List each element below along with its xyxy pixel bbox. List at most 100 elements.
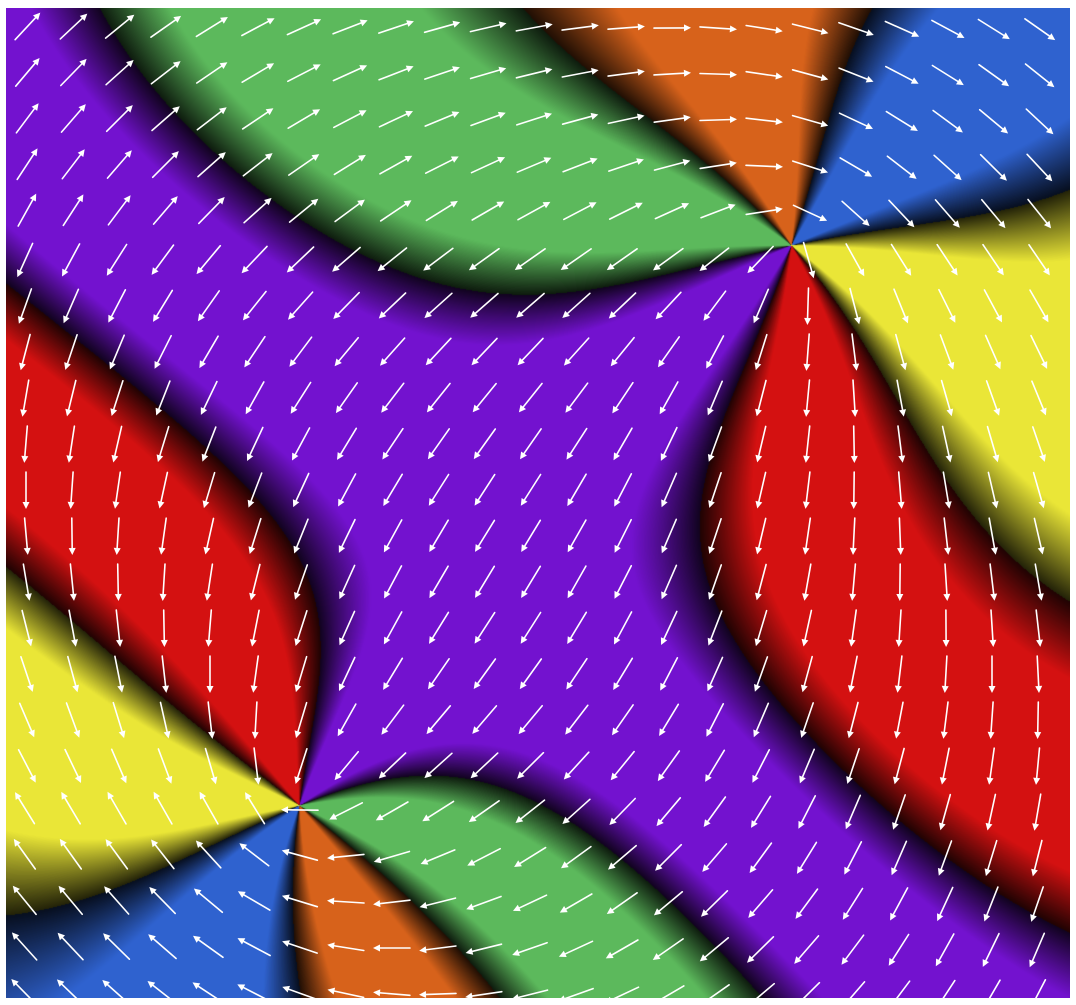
white-arrow-icon (791, 160, 828, 174)
white-arrow-icon (379, 200, 412, 222)
white-arrow-icon (373, 944, 411, 952)
white-arrow-icon (747, 935, 775, 963)
white-arrow-icon (699, 247, 730, 271)
white-arrow-icon (378, 110, 413, 128)
white-arrow-icon (986, 425, 1000, 463)
white-arrow-icon (469, 66, 507, 80)
white-arrow-icon (844, 840, 863, 875)
white-arrow-icon (243, 197, 272, 224)
white-arrow-icon (150, 61, 181, 85)
white-arrow-icon (195, 17, 228, 38)
white-arrow-icon (984, 839, 998, 877)
white-arrow-icon (847, 655, 858, 693)
white-arrow-icon (332, 19, 368, 35)
white-arrow-icon (427, 428, 451, 460)
white-arrow-icon (513, 894, 548, 912)
white-arrow-icon (384, 565, 403, 599)
white-arrow-icon (755, 425, 767, 463)
white-arrow-icon (846, 747, 860, 784)
white-arrow-icon (196, 62, 228, 84)
white-arrow-icon (802, 517, 812, 555)
white-arrow-icon (652, 938, 684, 960)
white-arrow-icon (338, 518, 356, 553)
white-arrow-icon (62, 243, 81, 277)
white-arrow-icon (64, 748, 82, 783)
white-arrow-icon (241, 108, 274, 130)
white-arrow-icon (699, 936, 730, 962)
white-arrow-icon (286, 246, 315, 273)
white-arrow-icon (563, 337, 590, 366)
white-arrow-icon (561, 22, 599, 31)
white-arrow-icon (561, 845, 592, 869)
white-arrow-icon (69, 563, 77, 601)
white-arrow-icon (104, 14, 135, 39)
white-arrow-icon (612, 381, 634, 414)
white-arrow-icon (373, 850, 411, 864)
white-arrow-icon (105, 105, 133, 133)
white-arrow-icon (15, 792, 36, 825)
white-arrow-icon (897, 471, 905, 509)
white-arrow-icon (199, 335, 219, 369)
white-arrow-icon (193, 935, 224, 959)
white-arrow-icon (470, 156, 506, 174)
white-arrow-icon (851, 333, 860, 371)
white-arrow-icon (886, 155, 917, 179)
white-arrow-icon (196, 244, 222, 275)
white-arrow-icon (845, 243, 865, 277)
white-arrow-icon (606, 891, 638, 914)
white-arrow-icon (653, 114, 691, 123)
white-arrow-icon (885, 110, 918, 131)
white-arrow-icon (850, 425, 858, 463)
white-arrow-icon (465, 943, 503, 955)
white-arrow-icon (151, 244, 175, 275)
white-arrow-icon (22, 563, 32, 601)
white-arrow-icon (942, 609, 950, 647)
white-arrow-icon (754, 609, 768, 647)
white-arrow-icon (469, 21, 507, 33)
white-arrow-icon (566, 657, 588, 690)
white-arrow-icon (378, 752, 407, 779)
white-arrow-icon (377, 247, 408, 272)
white-arrow-icon (562, 202, 597, 221)
white-arrow-icon (567, 473, 587, 507)
white-arrow-icon (373, 989, 411, 997)
white-arrow-icon (803, 333, 811, 371)
white-arrow-icon (838, 21, 874, 36)
white-arrow-icon (110, 379, 124, 416)
white-arrow-icon (1031, 380, 1047, 416)
white-arrow-icon (472, 382, 497, 413)
white-arrow-icon (237, 891, 271, 911)
white-arrow-icon (471, 201, 505, 221)
white-arrow-icon (562, 798, 591, 824)
white-arrow-icon (978, 108, 1009, 134)
white-arrow-icon (109, 334, 125, 370)
white-arrow-icon (383, 473, 404, 506)
white-arrow-icon (937, 840, 953, 876)
white-arrow-icon (938, 288, 956, 323)
white-arrow-icon (519, 658, 543, 690)
white-arrow-icon (338, 656, 356, 691)
white-arrow-icon (800, 702, 815, 738)
white-arrow-icon (850, 471, 858, 509)
white-arrow-icon (329, 801, 364, 820)
white-arrow-icon (986, 747, 996, 785)
white-arrow-icon (59, 838, 83, 870)
white-arrow-icon (242, 290, 267, 321)
white-arrow-icon (660, 426, 678, 461)
white-arrow-icon (933, 154, 962, 181)
white-arrow-icon (423, 66, 460, 80)
white-arrow-icon (841, 200, 870, 226)
white-arrow-icon (607, 113, 645, 125)
white-arrow-icon (1030, 886, 1044, 922)
white-arrow-icon (207, 701, 216, 739)
white-arrow-icon (792, 204, 828, 222)
white-arrow-icon (58, 885, 83, 916)
white-arrow-icon (151, 151, 179, 179)
white-arrow-icon (67, 471, 75, 509)
white-arrow-icon (201, 426, 217, 462)
white-arrow-icon (466, 895, 502, 911)
white-arrow-icon (115, 609, 123, 647)
white-arrow-icon (701, 889, 729, 917)
white-arrow-icon (202, 471, 216, 509)
white-arrow-icon (614, 472, 633, 507)
